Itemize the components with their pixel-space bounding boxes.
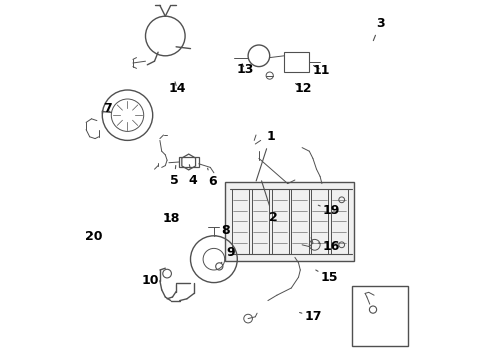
Bar: [330, 189, 347, 254]
Bar: [224, 182, 354, 261]
Bar: [251, 189, 268, 254]
Text: 3: 3: [372, 17, 384, 41]
Bar: [231, 189, 249, 254]
Text: 7: 7: [103, 102, 112, 115]
Text: 15: 15: [315, 270, 338, 284]
Text: 16: 16: [318, 240, 340, 253]
Text: 13: 13: [236, 63, 253, 76]
Text: 6: 6: [207, 168, 216, 188]
Bar: [352, 286, 407, 346]
Text: 1: 1: [256, 130, 274, 181]
Text: 11: 11: [312, 64, 330, 77]
Text: 17: 17: [299, 310, 322, 323]
Text: 10: 10: [142, 274, 159, 287]
Bar: [179, 157, 199, 167]
Text: 14: 14: [168, 82, 185, 95]
Text: 20: 20: [85, 230, 102, 243]
Text: 4: 4: [188, 165, 197, 186]
Text: 12: 12: [294, 82, 311, 95]
Bar: [271, 189, 288, 254]
Bar: [284, 52, 309, 72]
Text: 2: 2: [261, 181, 277, 224]
Bar: [310, 189, 328, 254]
Text: 9: 9: [221, 246, 235, 263]
Text: 5: 5: [169, 166, 178, 187]
Bar: [291, 189, 308, 254]
Text: 18: 18: [162, 212, 180, 225]
Text: 19: 19: [318, 204, 340, 217]
Text: 8: 8: [215, 224, 229, 237]
